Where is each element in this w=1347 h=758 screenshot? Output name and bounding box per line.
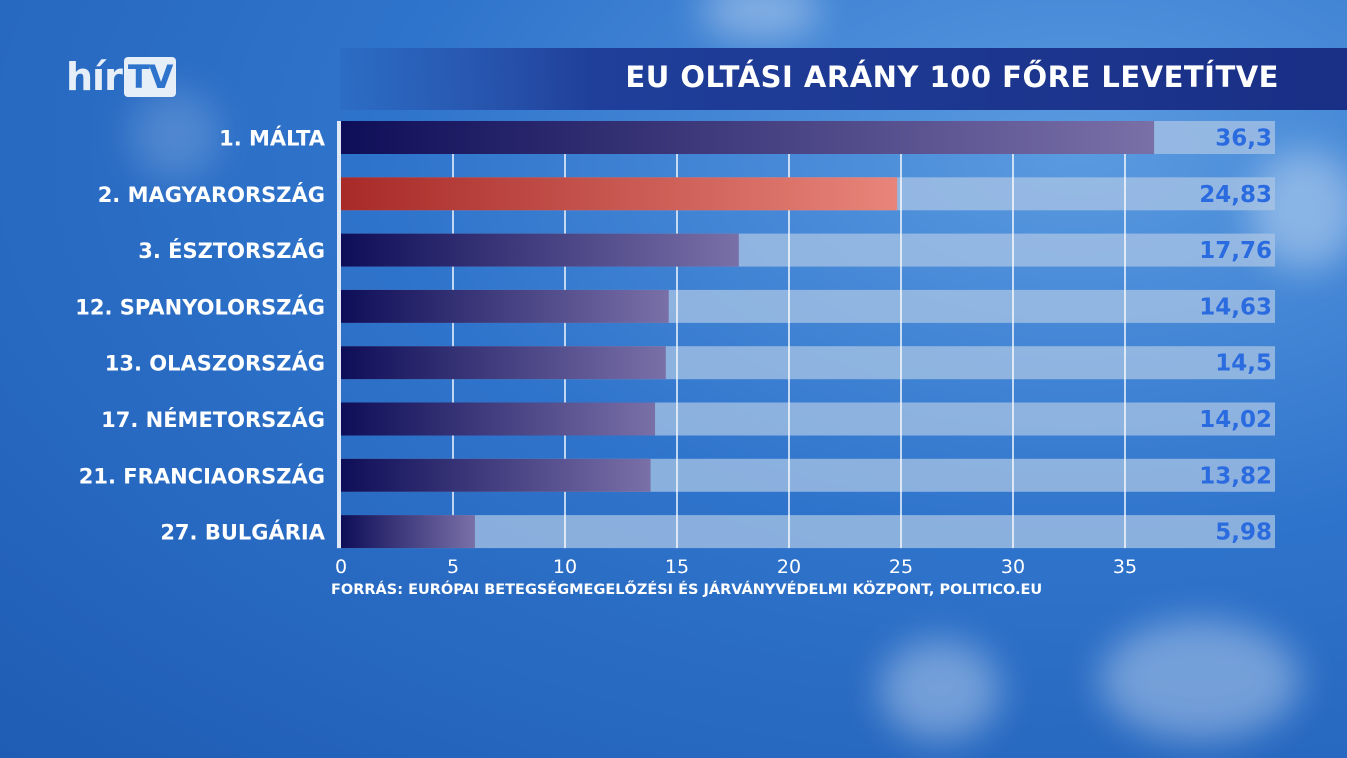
value-label: 24,83 bbox=[1199, 182, 1272, 208]
x-tick-label: 25 bbox=[889, 556, 913, 578]
bar-5 bbox=[341, 402, 656, 436]
x-tick-label: 15 bbox=[665, 556, 689, 578]
x-tick-label: 30 bbox=[1001, 556, 1025, 578]
bar-1 bbox=[341, 177, 898, 211]
bar-0 bbox=[341, 121, 1155, 154]
hirtv-logo: hír TV bbox=[66, 55, 177, 99]
value-label: 5,98 bbox=[1215, 520, 1272, 546]
bokeh-light bbox=[880, 640, 1000, 740]
category-label: 27. BULGÁRIA bbox=[160, 520, 325, 545]
category-label: 12. SPANYOLORSZÁG bbox=[75, 294, 325, 319]
x-tick-label: 5 bbox=[447, 556, 459, 578]
bar-3 bbox=[341, 289, 669, 323]
bar-7 bbox=[341, 515, 475, 549]
x-tick-label: 10 bbox=[553, 556, 577, 578]
value-label: 13,82 bbox=[1199, 463, 1272, 489]
value-label: 14,5 bbox=[1215, 351, 1272, 377]
category-label: 21. FRANCIAORSZÁG bbox=[79, 463, 325, 488]
bokeh-light bbox=[130, 90, 220, 180]
source-note: FORRÁS: EURÓPAI BETEGSÉGMEGELŐZÉSI ÉS JÁ… bbox=[331, 582, 1043, 598]
bar-2 bbox=[341, 233, 739, 267]
x-tick-label: 20 bbox=[777, 556, 801, 578]
category-label: 13. OLASZORSZÁG bbox=[105, 351, 325, 376]
chart-title: EU OLTÁSI ARÁNY 100 FŐRE LEVETÍTVE bbox=[625, 60, 1279, 94]
category-label: 3. ÉSZTORSZÁG bbox=[138, 238, 325, 263]
title-banner bbox=[340, 48, 1347, 110]
bar-4 bbox=[341, 346, 666, 380]
value-label: 17,76 bbox=[1199, 238, 1272, 264]
x-tick-label: 35 bbox=[1113, 556, 1137, 578]
value-label: 36,3 bbox=[1215, 126, 1272, 152]
value-label: 14,02 bbox=[1199, 407, 1272, 433]
bokeh-light bbox=[1100, 620, 1300, 740]
bar-track bbox=[341, 515, 1275, 549]
bar-6 bbox=[341, 458, 651, 492]
category-label: 1. MÁLTA bbox=[219, 126, 326, 151]
value-label: 14,63 bbox=[1199, 294, 1272, 320]
category-label: 2. MAGYARORSZÁG bbox=[98, 182, 325, 207]
x-tick-label: 0 bbox=[335, 556, 347, 578]
category-label: 17. NÉMETORSZÁG bbox=[101, 407, 325, 432]
